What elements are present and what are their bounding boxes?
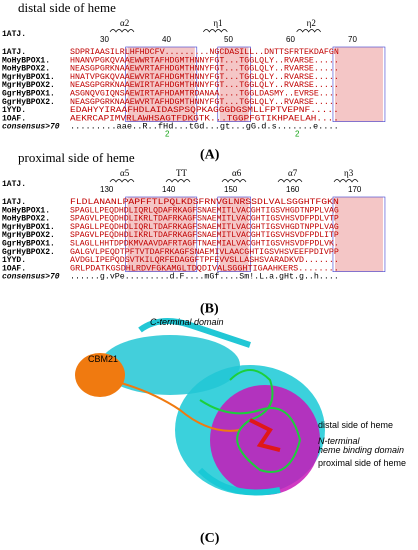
- disulfide-mark: 2: [165, 130, 170, 139]
- ruler-number: 30: [100, 35, 109, 44]
- identity-shade: [219, 197, 249, 272]
- sequence: NEASGPGRKNAAEWIRTAFHDGMTHNNYFGT...TGGLQL…: [70, 81, 339, 90]
- sequence-name: MoHyBPOX2.: [2, 65, 50, 74]
- sequence: GALGVLPEQDTPFTVTDAFRKAGFSNAEMIVLAACGHTIG…: [70, 248, 339, 257]
- helix-glyph: [203, 29, 228, 33]
- helix-glyph: [165, 179, 191, 183]
- identity-shade: [334, 197, 383, 272]
- sequence: SDPRIAASILRLHFHDCFV.........NGCDASILL..D…: [70, 48, 339, 57]
- helix-glyph: [333, 179, 359, 183]
- helix-glyph: [109, 29, 135, 33]
- identity-shade: [127, 47, 195, 122]
- disulfide-mark: 2: [295, 130, 300, 139]
- helix-glyph: [221, 179, 247, 183]
- panel-label: (C): [200, 531, 220, 546]
- sequence: SPAGVLPEQDHDLIKRLTDAFRKAGFSNAEMITLVACGHT…: [70, 231, 339, 240]
- ruler-number: 160: [286, 185, 300, 194]
- structure-label: distal side of heme: [318, 420, 393, 430]
- sequence: SPAGVLPEQDHDLIKRLTDAFRKAGFSNAEMITLVACGHT…: [70, 215, 339, 224]
- identity-shade: [219, 47, 249, 122]
- ruler-number: 50: [224, 35, 233, 44]
- similarity-box: [332, 46, 386, 122]
- panel-subtitle: proximal side of heme: [18, 150, 135, 165]
- secondary-structure: η2: [307, 18, 316, 28]
- sequence: SLAGLLHHTDPDKMVAAVDAFRTAGFTNAEMIALVACGHT…: [70, 240, 339, 249]
- helix-glyph: [296, 29, 321, 33]
- sequence: SPAGLLPEQDHDLIQRLTDAFRKAGFSNAEMITLVACGHT…: [70, 223, 339, 232]
- helix-glyph: [277, 179, 303, 183]
- sequence-name: MgrHyBPOX2.: [2, 231, 55, 240]
- sequence: NEASGPGRKNAAEWVRTAFHDGMTHNNYFGT...TGGLQL…: [70, 98, 339, 107]
- sequence-name: MoHyBPOX1.: [2, 56, 50, 65]
- identity-shade: [127, 197, 195, 272]
- sequence-name: MgrHyBPOX1.: [2, 223, 55, 232]
- consensus-seq: .........aae..R..fHd...tGd...gt...gG.d.s…: [70, 123, 339, 132]
- similarity-box: [217, 196, 251, 272]
- ruler-number: 140: [162, 185, 176, 194]
- secondary-structure: α2: [120, 18, 129, 28]
- secondary-structure: α6: [232, 168, 242, 178]
- ruler-number: 60: [286, 35, 295, 44]
- similarity-box: [332, 196, 386, 272]
- sequence-name: 1YYD.: [2, 256, 26, 265]
- protein-structure: [75, 318, 325, 496]
- secondary-structure: α7: [288, 168, 298, 178]
- sequence-name: MgrHyBPOX2.: [2, 81, 55, 90]
- sequence-name: GgrHyBPOX2.: [2, 98, 55, 107]
- sequence: AVDGLIPEPQDSVTKILQRFEDAGGFTPFEVVSLLASHSV…: [70, 256, 339, 265]
- ruler-number: 130: [100, 185, 114, 194]
- identity-shade: [334, 47, 383, 122]
- structure-label: proximal side of heme: [318, 458, 406, 468]
- similarity-box: [217, 46, 251, 122]
- sequence-name: 1ATJ.: [2, 198, 26, 207]
- consensus-seq: ......g.vPe.........d.F....mGf....Sm!.L.…: [70, 273, 339, 282]
- ruler-number: 150: [224, 185, 238, 194]
- sequence-name: GgrHyBPOX2.: [2, 248, 55, 257]
- ruler-number: 40: [162, 35, 171, 44]
- sequence: SPAGLLPEQDHDLIQRLQDAFRKAGFSNAEMITLVACGHT…: [70, 206, 339, 215]
- panel-label: (B): [200, 302, 219, 317]
- sequence-name: 1OAF.: [2, 114, 26, 123]
- structure-label: N-terminal: [318, 436, 361, 446]
- ruler-number: 170: [348, 185, 362, 194]
- sequence: EDAHYYIRAAFHDLAIDASPSQPKAGGGDGSMLLFPTVEP…: [70, 106, 339, 115]
- sequence-name: 1YYD.: [2, 106, 26, 115]
- structure-ref: 1ATJ.: [2, 30, 26, 39]
- secondary-structure: α5: [120, 168, 130, 178]
- secondary-structure: η3: [344, 168, 354, 178]
- panel-label: (A): [200, 148, 220, 163]
- structure-label: CBM21: [88, 354, 118, 364]
- sequence-name: 1OAF.: [2, 264, 26, 273]
- ruler-number: 70: [348, 35, 357, 44]
- sequence-name: MoHyBPOX2.: [2, 215, 50, 224]
- sequence: FLDLANANLPAPFFTLPQLKDSFRNVGLNRSSDLVALSGG…: [70, 198, 339, 207]
- sequence-name: 1ATJ.: [2, 48, 26, 57]
- sequence: AEKRCAPIMVRLAWHSAGTFDKGTK...TGGPFGTIKHPA…: [70, 114, 339, 123]
- consensus-name: consensus>70: [2, 273, 60, 282]
- consensus-name: consensus>70: [2, 123, 60, 132]
- secondary-structure: η1: [213, 18, 222, 28]
- sequence-name: GgrHyBPOX1.: [2, 240, 55, 249]
- structure-label: C-terminal domain: [150, 317, 224, 327]
- sequence: GRLPDATKGSDHLRDVFGKAMGLTDQDIVALSGGHTIGAA…: [70, 264, 339, 273]
- sequence: HNATVPGKQVAAEWVRTAFHDGMTHNNYFGT...TGGLQL…: [70, 73, 339, 82]
- secondary-structure: TT: [176, 168, 187, 178]
- structure-label: heme binding domain: [318, 445, 404, 455]
- sequence: NEASGPGRKNAAEWVRTAFHDGMTHNNYFGT...TGGLQL…: [70, 65, 339, 74]
- sequence: ASGNQVGIQNSAEWIRTAFHDAMTRDANAA....TGGLDA…: [70, 90, 339, 99]
- similarity-box: [125, 196, 198, 272]
- sequence-name: GgrHyBPOX1.: [2, 90, 55, 99]
- sequence-name: MgrHyBPOX1.: [2, 73, 55, 82]
- structure-ref: 1ATJ.: [2, 180, 26, 189]
- helix-glyph: [109, 179, 135, 183]
- sequence-name: MoHyBPOX1.: [2, 206, 50, 215]
- sequence: HNANVPGKQVAAEWWRTAFHDGMTHNNYFGT...TGGLQL…: [70, 56, 339, 65]
- similarity-box: [125, 46, 198, 122]
- panel-subtitle: distal side of heme: [18, 0, 116, 15]
